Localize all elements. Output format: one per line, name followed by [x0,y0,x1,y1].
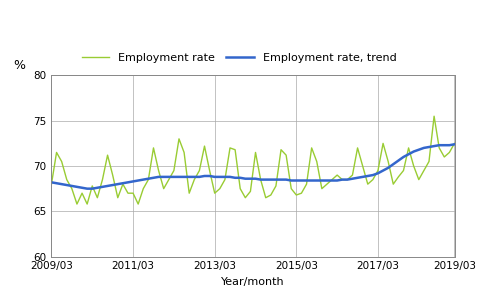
Y-axis label: %: % [13,59,25,72]
X-axis label: Year/month: Year/month [221,277,285,287]
Employment rate [294,193,300,197]
Employment rate, trend [411,150,417,153]
Employment rate [74,202,80,206]
Employment rate, trend [49,181,55,184]
Legend: Employment rate, Employment rate, trend: Employment rate, Employment rate, trend [77,48,401,67]
Employment rate, trend [314,179,320,182]
Employment rate, trend [329,179,335,182]
Employment rate, trend [84,187,90,191]
Line: Employment rate: Employment rate [52,116,455,204]
Employment rate, trend [294,179,300,182]
Employment rate [232,148,238,152]
Employment rate [299,191,304,195]
Employment rate [329,178,335,182]
Line: Employment rate, trend: Employment rate, trend [52,144,455,189]
Employment rate [431,114,437,118]
Employment rate, trend [232,176,238,180]
Employment rate [452,142,458,145]
Employment rate [411,164,417,168]
Employment rate, trend [452,143,458,146]
Employment rate, trend [299,179,304,182]
Employment rate [314,160,320,163]
Employment rate [49,182,55,186]
